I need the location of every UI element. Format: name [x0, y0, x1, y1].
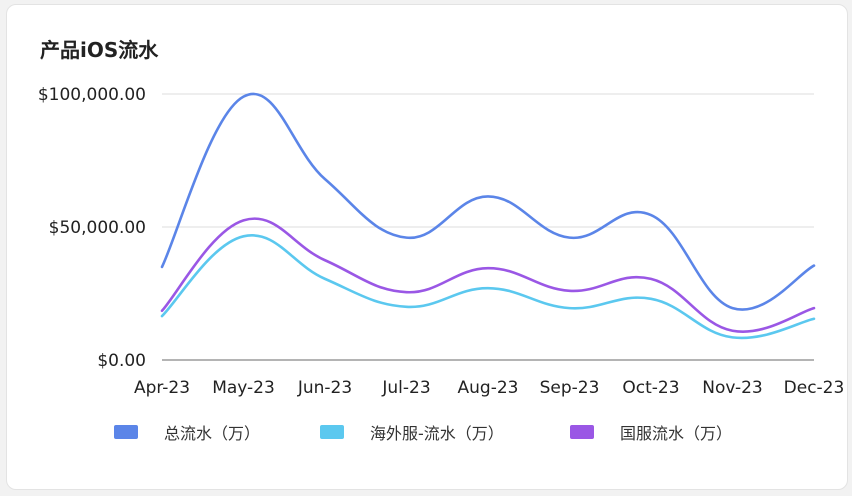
chart-card [6, 4, 848, 490]
legend-swatch [320, 425, 344, 439]
y-tick-label: $100,000.00 [38, 85, 146, 105]
legend-label: 总流水（万） [164, 424, 261, 443]
x-tick-label: Jun-23 [297, 378, 352, 398]
x-tick-label: Jul-23 [381, 378, 430, 398]
legend-item[interactable]: 国服流水（万） [570, 418, 732, 446]
x-tick-label: Dec-23 [784, 378, 845, 398]
legend-swatch [570, 425, 594, 439]
series-line [160, 92, 816, 311]
chart-legend: 总流水（万） 海外服-流水（万） 国服流水（万） [0, 418, 852, 446]
x-tick-label: May-23 [212, 378, 275, 398]
series-line [160, 217, 816, 333]
x-tick-label: Aug-23 [458, 378, 519, 398]
x-tick-label: Nov-23 [702, 378, 763, 398]
series-line [160, 234, 816, 340]
legend-swatch [114, 425, 138, 439]
legend-label: 海外服-流水（万） [370, 424, 504, 443]
y-tick-label: $0.00 [97, 351, 146, 371]
y-tick-label: $50,000.00 [49, 218, 146, 238]
chart-title: 产品iOS流水 [40, 38, 159, 62]
legend-item[interactable]: 海外服-流水（万） [320, 418, 504, 446]
x-tick-label: Oct-23 [622, 378, 679, 398]
x-tick-label: Apr-23 [134, 378, 190, 398]
legend-label: 国服流水（万） [620, 424, 733, 443]
x-tick-label: Sep-23 [540, 378, 600, 398]
legend-item[interactable]: 总流水（万） [114, 418, 260, 446]
